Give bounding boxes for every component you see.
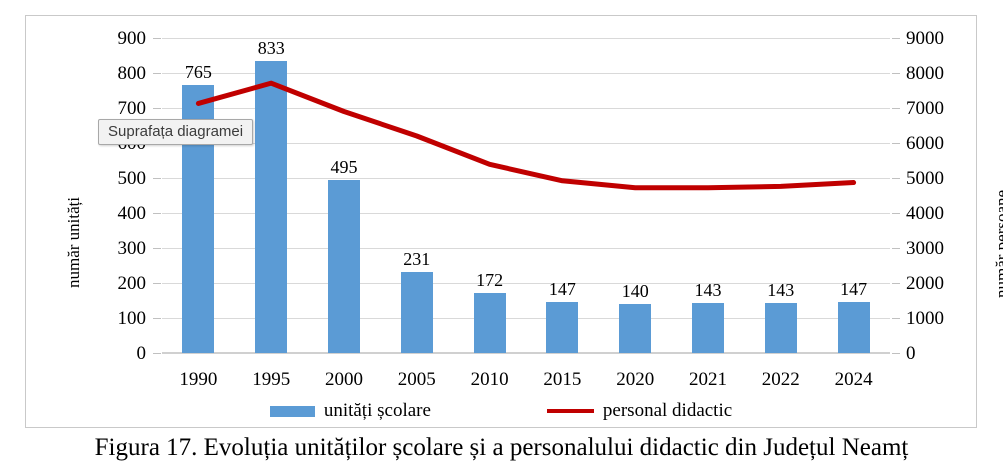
- left-axis-tick-mark: [153, 213, 161, 214]
- x-axis-line: [162, 352, 890, 354]
- left-axis-tick-mark: [153, 73, 161, 74]
- gridline: [162, 178, 890, 179]
- right-axis-tick-label: 3000: [906, 238, 944, 259]
- left-axis-title: număr unități: [64, 196, 83, 288]
- legend-label-line: personal didactic: [602, 400, 733, 421]
- left-axis-tick-mark: [153, 108, 161, 109]
- left-axis-tick-label: 900: [117, 28, 147, 49]
- left-axis-tick-label: 0: [136, 343, 147, 364]
- right-axis-tick-label: 8000: [906, 63, 944, 84]
- gridline: [162, 213, 890, 214]
- x-axis-tick-label: 2000: [325, 369, 363, 390]
- right-axis-tick-label: 0: [906, 343, 916, 364]
- gridline: [162, 38, 890, 39]
- bar-data-label: 495: [330, 156, 358, 177]
- bar[interactable]: [619, 304, 652, 353]
- bar[interactable]: [837, 301, 870, 353]
- bar[interactable]: [546, 301, 579, 353]
- left-axis-tick-mark: [153, 248, 161, 249]
- bar-data-label: 147: [548, 278, 576, 299]
- left-axis-tick-mark: [153, 283, 161, 284]
- left-axis-tick-mark: [153, 353, 161, 354]
- right-axis-tick-label: 1000: [906, 308, 944, 329]
- bar-data-label: 147: [840, 278, 868, 299]
- left-axis-tick-label: 100: [117, 308, 147, 329]
- figure-caption: Figura 17. Evoluția unităților școlare ș…: [94, 434, 909, 461]
- bar[interactable]: [255, 61, 288, 353]
- gridline: [162, 143, 890, 144]
- x-axis-tick-label: 1990: [179, 369, 218, 390]
- chart-frame[interactable]: număr unități număr persoane 0 100 200 300 4…: [25, 15, 1003, 428]
- legend-label-bars: unități școlare: [323, 400, 431, 421]
- bar[interactable]: [692, 302, 724, 353]
- right-axis-title: număr persoane: [992, 189, 1003, 298]
- line-path[interactable]: [195, 80, 857, 191]
- right-axis-tick-label: 5000: [906, 168, 944, 189]
- line-series[interactable]: [162, 38, 890, 353]
- bar[interactable]: [764, 302, 797, 353]
- right-axis-tick-label: 6000: [906, 133, 944, 154]
- right-axis-tick-mark: [892, 38, 900, 39]
- legend-line-swatch-icon: [546, 409, 594, 413]
- x-axis-tick-label: 2015: [543, 369, 582, 390]
- left-axis-tick-mark: [153, 38, 161, 39]
- right-axis-tick-mark: [892, 213, 900, 214]
- legend-item-line[interactable]: personal didactic: [546, 400, 733, 422]
- bar[interactable]: [473, 292, 506, 353]
- chart-area-tooltip: Suprafața diagramei: [98, 119, 254, 145]
- gridline: [162, 73, 890, 74]
- right-axis-tick-label: 2000: [906, 273, 944, 294]
- left-axis-tick-label: 700: [117, 98, 147, 119]
- bar-data-label: 172: [476, 269, 504, 290]
- right-axis-tick-label: 7000: [906, 98, 944, 119]
- left-axis-tick-label: 300: [117, 238, 147, 259]
- chart-legend[interactable]: unități școlare personal didactic: [26, 400, 976, 422]
- bar[interactable]: [328, 179, 360, 353]
- right-axis-tick-mark: [892, 178, 900, 179]
- right-axis-tick-label: 4000: [906, 203, 944, 224]
- bar-data-label: 231: [403, 249, 431, 270]
- right-axis-tick-mark: [892, 73, 900, 74]
- right-axis-tick-mark: [892, 283, 900, 284]
- right-axis-tick-mark: [892, 353, 900, 354]
- bar-data-label: 143: [767, 279, 795, 300]
- gridline: [162, 318, 890, 319]
- legend-item-bars[interactable]: unități școlare: [269, 400, 431, 422]
- right-axis-tick-mark: [892, 108, 900, 109]
- bar[interactable]: [400, 272, 433, 353]
- x-axis-tick-label: 2022: [761, 369, 800, 390]
- x-axis-tick-label: 2020: [616, 369, 655, 390]
- x-axis-tick-label: 2010: [470, 369, 509, 390]
- left-axis-tick-label: 500: [117, 168, 147, 189]
- legend-bar-swatch-icon: [269, 405, 315, 417]
- x-axis-tick-label: 1995: [252, 369, 291, 390]
- left-axis-tick-label: 400: [117, 203, 147, 224]
- left-axis-tick-mark: [153, 318, 161, 319]
- gridline: [162, 248, 890, 249]
- bar-data-label: 765: [184, 62, 212, 83]
- left-axis-tick-label: 800: [117, 63, 147, 84]
- right-axis-tick-mark: [892, 143, 900, 144]
- plot-area[interactable]: [162, 38, 890, 354]
- right-axis-tick-label: 9000: [906, 28, 944, 49]
- x-axis-tick-label: 2021: [689, 369, 727, 390]
- right-axis-tick-mark: [892, 318, 900, 319]
- bar-data-label: 140: [621, 281, 649, 301]
- left-axis-tick-mark: [153, 178, 161, 179]
- bar-data-label: 833: [257, 38, 285, 59]
- gridline: [162, 283, 890, 284]
- x-axis-tick-label: 2024: [834, 369, 873, 390]
- right-axis-tick-mark: [892, 248, 900, 249]
- x-axis-tick-label: 2005: [397, 369, 436, 390]
- left-axis-tick-label: 200: [117, 273, 147, 294]
- bar-data-label: 143: [694, 279, 722, 300]
- gridline: [162, 108, 890, 109]
